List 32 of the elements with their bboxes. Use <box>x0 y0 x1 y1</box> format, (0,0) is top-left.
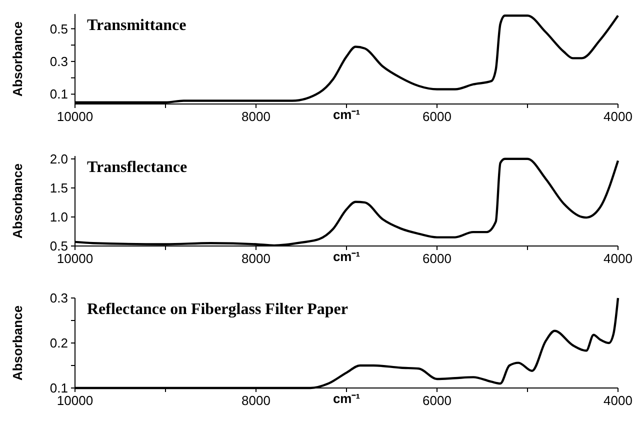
y-tick-label: 1.5 <box>50 180 68 196</box>
x-tick-label: 8000 <box>242 109 270 124</box>
y-tick-label: 0.1 <box>50 380 68 396</box>
x-tick-label: 4000 <box>604 251 632 266</box>
x-tick-label: 6000 <box>422 251 452 266</box>
x-tick-label: 10000 <box>56 109 94 124</box>
x-tick-label: 8000 <box>242 393 270 408</box>
chart-title: Transmittance <box>87 17 186 34</box>
y-tick-label: 0.1 <box>50 86 68 102</box>
y-tick-label: 0.3 <box>50 54 68 70</box>
y-tick-label: 0.5 <box>50 238 68 254</box>
chart-title: Transflectance <box>87 159 188 176</box>
x-tick-label: 6000 <box>422 393 452 408</box>
y-tick-label: 2.0 <box>50 151 68 166</box>
x-tick-label: 4000 <box>604 393 632 408</box>
y-axis-title: Absorbance <box>10 21 25 97</box>
y-axis-title: Absorbance <box>10 305 25 381</box>
y-axis-title: Absorbance <box>10 163 25 239</box>
x-axis-title: cm⁻¹ <box>332 391 360 406</box>
chart-title: Reflectance on Fiberglass Filter Paper <box>87 301 348 318</box>
y-tick-label: 0.2 <box>50 336 68 351</box>
x-tick-label: 8000 <box>242 251 270 266</box>
x-tick-label: 6000 <box>422 109 452 124</box>
y-tick-label: 1.0 <box>50 210 68 225</box>
x-tick-label: 10000 <box>56 251 94 266</box>
y-tick-label: 0.5 <box>50 21 68 36</box>
x-tick-label: 4000 <box>604 109 632 124</box>
line-series <box>74 158 620 247</box>
y-tick-label: 0.3 <box>50 290 68 306</box>
x-tick-label: 10000 <box>56 393 94 408</box>
x-axis-title: cm⁻¹ <box>332 107 360 122</box>
x-axis-title: cm⁻¹ <box>332 249 360 264</box>
